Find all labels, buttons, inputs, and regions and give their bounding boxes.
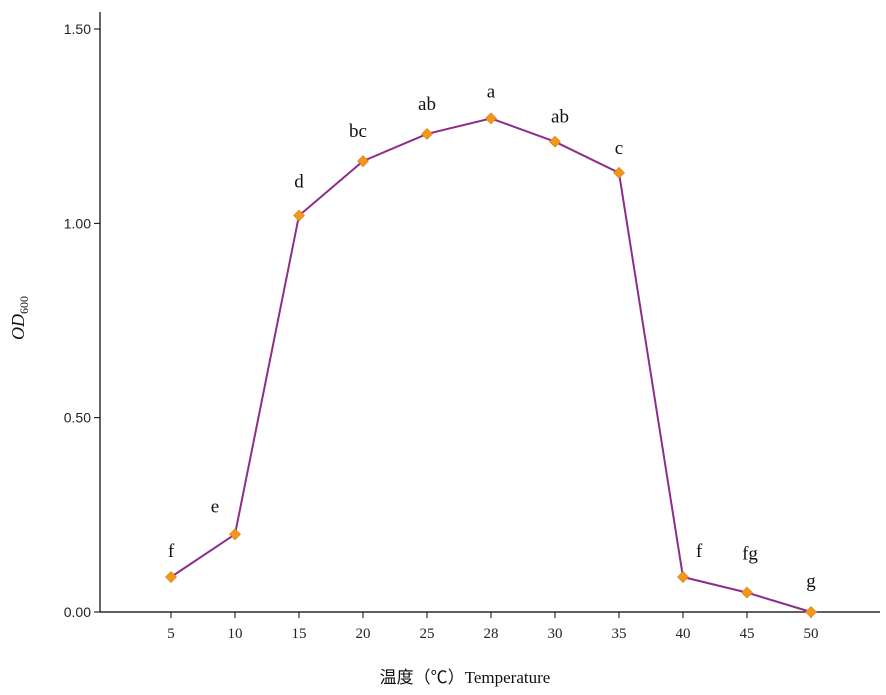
y-tick-label: 1.00	[64, 215, 91, 231]
data-point	[165, 571, 177, 583]
significance-label: f	[696, 541, 703, 562]
x-tick-label: 25	[420, 626, 435, 642]
x-tick-label: 45	[740, 626, 755, 642]
significance-labels: f e d bc ab a ab c f fg g	[168, 81, 816, 592]
data-point	[741, 586, 753, 599]
y-tick-label: 0.00	[64, 604, 91, 620]
data-point	[677, 571, 689, 583]
significance-label: ab	[418, 94, 436, 115]
y-axis-label: OD600	[8, 296, 31, 340]
data-point	[549, 135, 561, 148]
data-point	[357, 155, 369, 168]
data-point	[421, 128, 433, 140]
significance-label: f	[168, 541, 175, 562]
data-point	[613, 166, 625, 179]
y-tick-label: 0.50	[64, 410, 91, 426]
x-tick-label: 15	[292, 626, 307, 642]
significance-label: fg	[742, 544, 758, 565]
y-axis-label-sub: 600	[17, 296, 31, 314]
x-tick-label: 10	[228, 626, 243, 642]
x-tick-label: 5	[167, 626, 175, 642]
data-point	[293, 209, 305, 222]
significance-label: e	[211, 496, 219, 517]
x-axis-ticks: 5 10 15 20 25 28 30 35 40 45 50	[167, 612, 819, 642]
y-axis-ticks: 0.00 0.50 1.00 1.50	[64, 21, 100, 620]
data-series	[165, 112, 817, 618]
x-tick-label: 35	[612, 626, 627, 642]
y-tick-label: 1.50	[64, 21, 91, 37]
significance-label: g	[806, 571, 816, 592]
series-line	[170, 117, 812, 613]
data-point	[229, 528, 241, 541]
significance-label: d	[294, 172, 304, 193]
x-axis-label: 温度（℃）Temperature	[380, 668, 551, 687]
significance-label: c	[615, 138, 623, 159]
x-tick-label: 28	[484, 626, 499, 642]
data-point	[805, 606, 817, 618]
x-tick-label: 20	[356, 626, 371, 642]
x-tick-label: 30	[548, 626, 563, 642]
y-axis-label-main: OD	[8, 314, 28, 340]
axes	[99, 12, 880, 613]
x-tick-label: 40	[676, 626, 691, 642]
x-tick-label: 50	[804, 626, 819, 642]
significance-label: bc	[349, 121, 367, 142]
significance-label: a	[487, 81, 496, 102]
data-point	[485, 112, 497, 125]
significance-label: ab	[551, 107, 569, 128]
